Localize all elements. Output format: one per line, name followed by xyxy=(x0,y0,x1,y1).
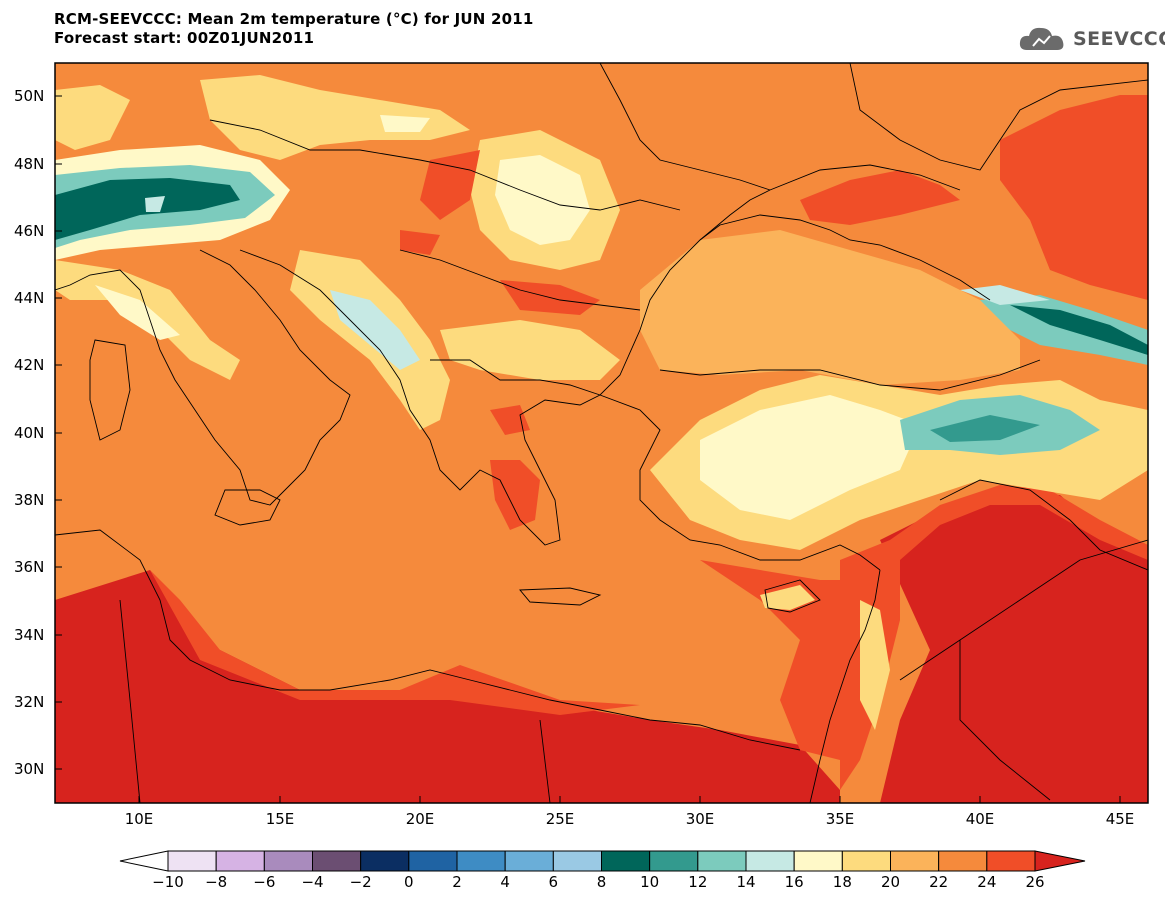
colorbar-boxes xyxy=(167,850,1036,872)
colorbar-box xyxy=(986,850,1036,872)
colorbar-tick-label: 10 xyxy=(640,873,660,891)
lon-label: 20E xyxy=(405,810,435,828)
colorbar-box xyxy=(793,850,843,872)
seevccc-logo: SEEVCCC xyxy=(1017,22,1165,58)
colorbar-box xyxy=(215,850,265,872)
lat-label: 48N xyxy=(14,155,45,173)
colorbar-tick-label: 26 xyxy=(1025,873,1045,891)
lat-label: 46N xyxy=(14,222,45,240)
lat-label: 40N xyxy=(14,424,45,442)
lon-label: 10E xyxy=(124,810,154,828)
temperature-field xyxy=(55,63,1148,803)
colorbar-tick-label: −8 xyxy=(205,873,228,891)
colorbar-high-arrow xyxy=(1034,850,1086,872)
colorbar-tick-label: 2 xyxy=(452,873,462,891)
lat-label: 42N xyxy=(14,356,45,374)
colorbar-box xyxy=(841,850,891,872)
cloud-icon xyxy=(1019,27,1064,50)
colorbar-tick-label: 12 xyxy=(688,873,708,891)
lat-label: 44N xyxy=(14,289,45,307)
lon-label: 15E xyxy=(265,810,295,828)
lat-label: 38N xyxy=(14,491,45,509)
lat-label: 50N xyxy=(14,87,45,105)
colorbar-box xyxy=(360,850,410,872)
colorbar-box xyxy=(312,850,362,872)
colorbar-tick-label: 14 xyxy=(736,873,756,891)
colorbar-tick-label: 24 xyxy=(977,873,997,891)
colorbar-tick-label: 8 xyxy=(596,873,607,891)
lat-label: 34N xyxy=(14,626,45,644)
colorbar-box xyxy=(408,850,458,872)
colorbar-tick-label: −6 xyxy=(253,873,276,891)
colorbar-tick-label: −4 xyxy=(301,873,324,891)
colorbar-box xyxy=(456,850,506,872)
lon-label: 30E xyxy=(685,810,715,828)
colorbar-tick-label: −10 xyxy=(152,873,184,891)
colorbar-box xyxy=(504,850,554,872)
figure-title: RCM-SEEVCCC: Mean 2m temperature (°C) fo… xyxy=(54,10,534,28)
lon-label: 45E xyxy=(1105,810,1135,828)
lat-label: 36N xyxy=(14,558,45,576)
logo-text: SEEVCCC xyxy=(1073,28,1165,50)
lon-label: 40E xyxy=(965,810,995,828)
colorbar-tick-label: 18 xyxy=(832,873,852,891)
lon-label: 25E xyxy=(545,810,575,828)
coastlines xyxy=(55,63,1148,803)
colorbar-box xyxy=(697,850,747,872)
lat-label: 30N xyxy=(14,760,45,778)
colorbar xyxy=(119,850,1086,872)
colorbar-box xyxy=(745,850,795,872)
colorbar-tick-label: 22 xyxy=(929,873,949,891)
figure-subtitle: Forecast start: 00Z01JUN2011 xyxy=(54,29,315,47)
lat-label: 32N xyxy=(14,693,45,711)
lon-label: 35E xyxy=(825,810,855,828)
colorbar-box xyxy=(649,850,699,872)
colorbar-tick-label: −2 xyxy=(349,873,372,891)
axis-ticks xyxy=(55,95,1121,803)
colorbar-tick-label: 6 xyxy=(548,873,559,891)
colorbar-box xyxy=(890,850,940,872)
colorbar-box xyxy=(552,850,602,872)
colorbar-box xyxy=(938,850,988,872)
colorbar-box xyxy=(601,850,651,872)
colorbar-tick-label: 0 xyxy=(404,873,414,891)
colorbar-tick-label: 4 xyxy=(500,873,510,891)
colorbar-tick-label: 16 xyxy=(784,873,804,891)
colorbar-low-arrow xyxy=(119,850,169,872)
colorbar-box xyxy=(263,850,314,872)
colorbar-box xyxy=(167,850,217,872)
colorbar-tick-label: 20 xyxy=(880,873,901,891)
